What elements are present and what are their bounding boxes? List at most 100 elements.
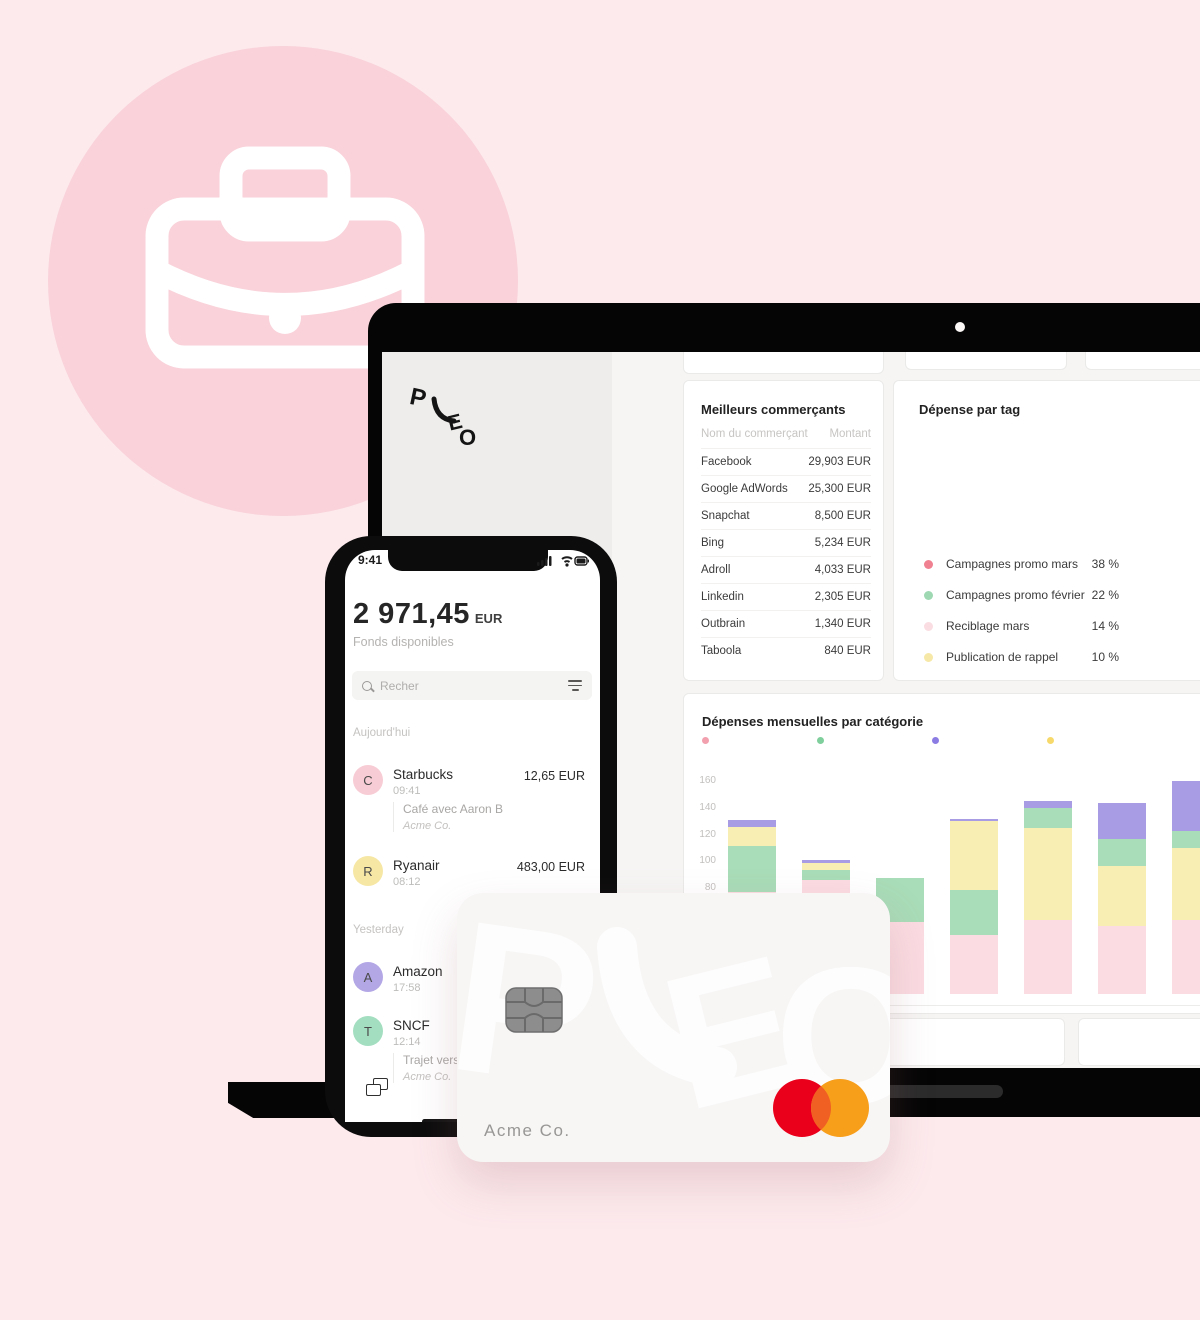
merchant-name: Adroll: [701, 564, 731, 576]
merchants-rows: Facebook 29,903 EUR Google AdWords 25,300 E…: [701, 448, 871, 664]
tag-legend-value: 38 %: [1091, 557, 1119, 571]
table-row: Taboola 840 EUR: [701, 637, 871, 664]
partial-card: [1078, 1018, 1200, 1066]
briefcase-icon: [145, 146, 425, 369]
card-holder-name: Acme Co.: [484, 1121, 571, 1140]
note-text: Café avec Aaron B: [403, 802, 504, 816]
section-header: Aujourd'hui: [353, 727, 411, 739]
filter-icon[interactable]: [568, 680, 582, 691]
merchant-amount: 8,500 EUR: [814, 510, 871, 522]
tag-legend-label: Reciblage mars: [946, 619, 1030, 633]
table-row: Outbrain 1,340 EUR: [701, 610, 871, 637]
table-row: Facebook 29,903 EUR: [701, 448, 871, 475]
transaction-time: 08:12: [393, 876, 421, 888]
merchant-amount: 25,300 EUR: [808, 483, 871, 495]
transaction-amount: 12,65 EUR: [523, 769, 585, 783]
cards-tab-icon[interactable]: [366, 1078, 388, 1096]
bar-segment: [950, 889, 998, 936]
bar-segment: [1024, 828, 1072, 921]
bar-segment: [950, 935, 998, 994]
bar-segment: [1024, 801, 1072, 809]
col-amount: Montant: [829, 428, 871, 440]
tags-legend: Campagnes promo mars 38 % Campagnes promo …: [924, 557, 1119, 664]
tag-legend-row: Publication de rappel 10 %: [924, 650, 1119, 664]
svg-text:P: P: [408, 383, 429, 413]
chart-title: Dépenses mensuelles par catégorie: [702, 714, 924, 729]
merchant-name: Taboola: [701, 645, 742, 657]
y-axis-tick: 160: [699, 775, 716, 786]
transaction-name[interactable]: Amazon: [393, 964, 443, 979]
merchant-amount: 4,033 EUR: [814, 564, 871, 576]
bar-segment: [1172, 920, 1200, 994]
bar-segment: [1098, 865, 1146, 926]
chart-axis-line: [692, 1005, 1200, 1006]
svg-text:E: E: [446, 410, 465, 436]
table-row: Google AdWords 25,300 EUR: [701, 475, 871, 502]
col-name: Nom du commerçant: [701, 428, 808, 440]
bar-segment: [728, 845, 776, 893]
tag-legend-value: 14 %: [1091, 619, 1119, 633]
merchant-name: Bing: [701, 537, 725, 549]
y-axis-tick: 140: [699, 801, 716, 813]
bar-segment: [1172, 848, 1200, 921]
partial-card: [905, 352, 1067, 370]
merchant-name: Google AdWords: [701, 483, 788, 495]
pleo-payment-card: P E O Acme Co.: [457, 893, 890, 1162]
transaction-time: 12:14: [393, 1036, 421, 1048]
bar-segment: [1098, 838, 1146, 866]
laptop-camera-dot: [955, 322, 965, 332]
chart-legend-dot: [932, 737, 939, 744]
y-axis-tick: 80: [704, 882, 716, 893]
merchant-amount: 5,234 EUR: [814, 537, 871, 549]
partial-card: [683, 352, 884, 374]
bar-segment: [802, 862, 850, 870]
status-icons: [537, 556, 589, 567]
mastercard-logo: [773, 1079, 869, 1137]
merchant-name: Linkedin: [701, 591, 744, 603]
avatar: A: [353, 962, 383, 992]
transaction-note: Trajet vers Acme Co.: [393, 1053, 459, 1083]
bar-segment: [1172, 830, 1200, 849]
bar-segment: [950, 818, 998, 822]
note-text: Trajet vers: [403, 1053, 460, 1067]
tag-legend-row: Reciblage mars 14 %: [924, 619, 1119, 633]
tag-legend-label: Publication de rappel: [946, 650, 1059, 664]
tag-legend-dot: [924, 590, 933, 600]
transaction-name[interactable]: Starbucks: [393, 767, 454, 782]
bar-segment: [1024, 920, 1072, 994]
avatar: C: [353, 765, 383, 795]
table-row: Bing 5,234 EUR: [701, 529, 871, 556]
transaction-name[interactable]: SNCF: [393, 1018, 430, 1033]
note-company: Acme Co.: [403, 820, 452, 832]
table-row: Snapchat 8,500 EUR: [701, 502, 871, 529]
transaction-name[interactable]: Ryanair: [393, 858, 440, 873]
transaction-note: Café avec Aaron B Acme Co.: [393, 802, 503, 832]
note-company: Acme Co.: [403, 1071, 452, 1083]
search-icon: [362, 680, 372, 691]
partial-card: [1085, 352, 1200, 370]
transaction-time: 17:58: [393, 982, 421, 994]
avatar: T: [353, 1016, 383, 1046]
bar-segment: [728, 826, 776, 846]
table-row: Adroll 4,033 EUR: [701, 556, 871, 583]
tags-card: Dépense par tag Campagnes promo mars 38 %…: [893, 380, 1200, 681]
chart-legend-dot: [1047, 737, 1054, 744]
balance-currency: EUR: [474, 611, 503, 626]
merchants-header: Nom du commerçant Montant: [701, 428, 871, 440]
balance-amount: 2 971,45: [353, 598, 470, 630]
section-header: Yesterday: [353, 924, 404, 936]
tag-legend-label: Campagnes promo février: [946, 588, 1085, 602]
merchant-name: Snapchat: [701, 510, 750, 522]
merchant-amount: 29,903 EUR: [808, 456, 871, 468]
tag-legend-value: 10 %: [1091, 650, 1119, 664]
bar-segment: [802, 869, 850, 881]
status-time: 9:41: [358, 553, 383, 567]
stacked-bar-chart: 160 140 120 100 80: [684, 694, 1200, 1015]
bar-segment: [802, 860, 850, 863]
table-row: Linkedin 2,305 EUR: [701, 583, 871, 610]
merchants-card: Meilleurs commerçants Nom du commerçant …: [683, 380, 884, 681]
tag-legend-dot: [924, 621, 933, 631]
tag-legend-row: Campagnes promo février 22 %: [924, 588, 1119, 602]
svg-text:O: O: [459, 425, 476, 448]
search-input[interactable]: Recher: [352, 671, 592, 700]
